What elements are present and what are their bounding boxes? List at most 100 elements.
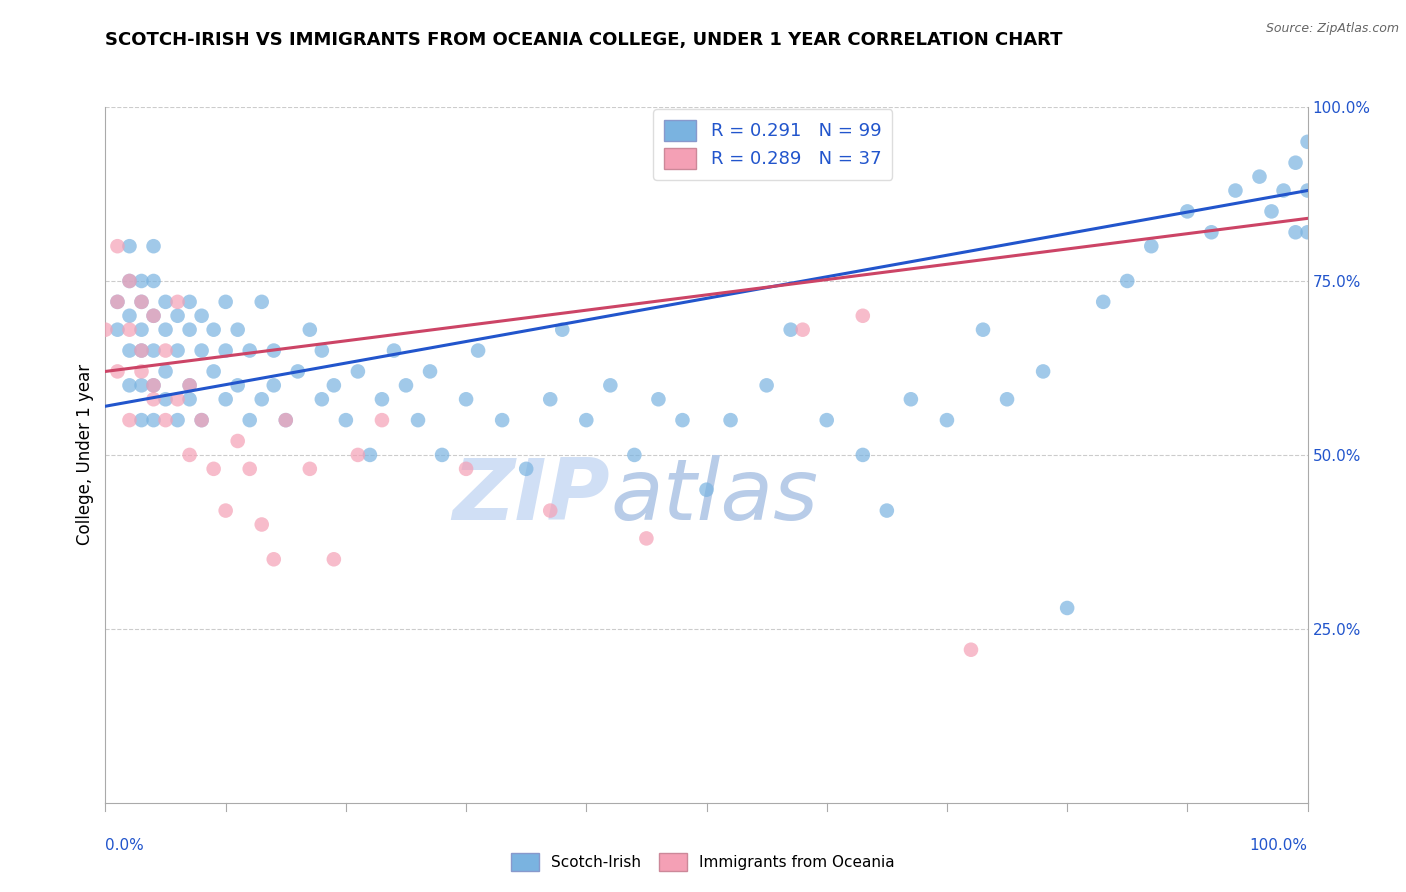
Point	[1249, 169, 1271, 184]
Point	[179, 378, 201, 392]
Point	[142, 343, 165, 358]
Point	[347, 448, 370, 462]
Point	[142, 378, 165, 392]
Point	[239, 343, 262, 358]
Point	[287, 364, 309, 378]
Point	[599, 378, 621, 392]
Point	[131, 343, 153, 358]
Point	[274, 413, 297, 427]
Point	[1296, 225, 1319, 239]
Point	[107, 364, 129, 378]
Point	[214, 343, 236, 358]
Point	[155, 413, 177, 427]
Point	[94, 323, 117, 337]
Point	[250, 294, 273, 309]
Point	[214, 503, 236, 517]
Point	[226, 378, 249, 392]
Point	[792, 323, 814, 337]
Point	[298, 323, 321, 337]
Point	[406, 413, 429, 427]
Point	[118, 378, 141, 392]
Point	[179, 378, 201, 392]
Point	[131, 274, 153, 288]
Point	[347, 364, 370, 378]
Point	[671, 413, 693, 427]
Point	[876, 503, 898, 517]
Point	[972, 323, 994, 337]
Point	[202, 323, 225, 337]
Point	[322, 378, 344, 392]
Point	[1260, 204, 1282, 219]
Point	[166, 294, 188, 309]
Point	[239, 462, 262, 476]
Point	[166, 392, 188, 407]
Point	[274, 413, 297, 427]
Point	[142, 413, 165, 427]
Point	[118, 274, 141, 288]
Point	[142, 239, 165, 253]
Point	[1296, 184, 1319, 198]
Point	[311, 343, 333, 358]
Point	[960, 642, 983, 657]
Point	[419, 364, 441, 378]
Point	[995, 392, 1018, 407]
Point	[322, 552, 344, 566]
Point	[118, 309, 141, 323]
Point	[142, 309, 165, 323]
Point	[239, 413, 262, 427]
Point	[335, 413, 357, 427]
Point	[179, 392, 201, 407]
Point	[1116, 274, 1139, 288]
Point	[1296, 135, 1319, 149]
Point	[155, 364, 177, 378]
Point	[107, 294, 129, 309]
Text: 0.0%: 0.0%	[105, 838, 145, 853]
Point	[226, 323, 249, 337]
Point	[1092, 294, 1115, 309]
Point	[202, 462, 225, 476]
Point	[551, 323, 574, 337]
Point	[815, 413, 838, 427]
Point	[371, 392, 394, 407]
Point	[131, 323, 153, 337]
Point	[190, 309, 212, 323]
Point	[298, 462, 321, 476]
Point	[155, 323, 177, 337]
Point	[467, 343, 489, 358]
Point	[263, 552, 285, 566]
Text: Source: ZipAtlas.com: Source: ZipAtlas.com	[1265, 22, 1399, 36]
Point	[371, 413, 394, 427]
Point	[696, 483, 718, 497]
Point	[190, 413, 212, 427]
Point	[190, 343, 212, 358]
Point	[214, 294, 236, 309]
Point	[755, 378, 778, 392]
Point	[1056, 601, 1078, 615]
Point	[852, 309, 875, 323]
Text: 100.0%: 100.0%	[1250, 838, 1308, 853]
Point	[538, 503, 561, 517]
Point	[107, 323, 129, 337]
Point	[131, 364, 153, 378]
Point	[382, 343, 405, 358]
Point	[142, 274, 165, 288]
Point	[118, 413, 141, 427]
Point	[647, 392, 669, 407]
Point	[1140, 239, 1163, 253]
Point	[131, 343, 153, 358]
Point	[311, 392, 333, 407]
Point	[131, 294, 153, 309]
Point	[263, 343, 285, 358]
Point	[131, 294, 153, 309]
Point	[142, 378, 165, 392]
Point	[214, 392, 236, 407]
Point	[1201, 225, 1223, 239]
Point	[900, 392, 922, 407]
Point	[454, 392, 477, 407]
Point	[131, 413, 153, 427]
Point	[395, 378, 418, 392]
Point	[179, 448, 201, 462]
Point	[190, 413, 212, 427]
Point	[491, 413, 513, 427]
Point	[179, 323, 201, 337]
